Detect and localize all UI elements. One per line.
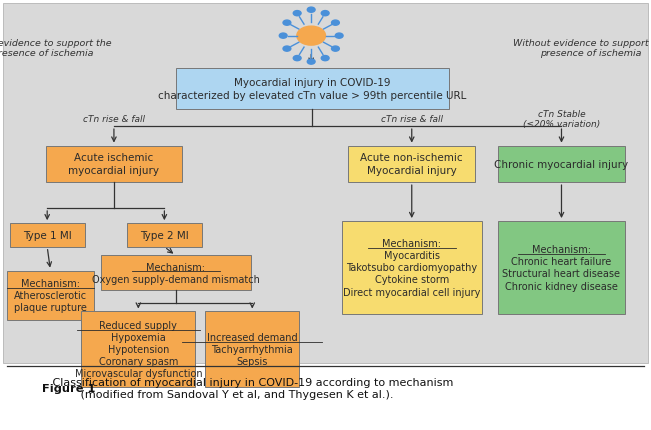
Circle shape <box>297 27 326 46</box>
Text: Atherosclerotic: Atherosclerotic <box>14 291 87 301</box>
Circle shape <box>283 21 291 26</box>
Circle shape <box>283 47 291 52</box>
Text: Oxygen supply-demand mismatch: Oxygen supply-demand mismatch <box>92 274 260 284</box>
FancyBboxPatch shape <box>46 146 182 183</box>
Text: Reduced supply: Reduced supply <box>100 320 177 330</box>
Text: Structural heart disease: Structural heart disease <box>503 269 620 279</box>
FancyBboxPatch shape <box>7 271 94 320</box>
Circle shape <box>293 56 301 61</box>
FancyBboxPatch shape <box>81 312 195 387</box>
Text: With evidence to support the
presence of ischemia: With evidence to support the presence of… <box>0 38 111 58</box>
FancyBboxPatch shape <box>3 4 648 363</box>
Circle shape <box>293 12 301 17</box>
Circle shape <box>307 60 315 65</box>
Text: Cytokine storm: Cytokine storm <box>374 275 449 285</box>
Text: Hypotension: Hypotension <box>107 344 169 354</box>
Text: Mechanism:: Mechanism: <box>21 279 80 289</box>
Text: Type 1 MI: Type 1 MI <box>23 230 72 240</box>
Text: Chronic myocardial injury: Chronic myocardial injury <box>494 160 629 169</box>
FancyBboxPatch shape <box>127 224 202 247</box>
FancyBboxPatch shape <box>498 221 625 314</box>
Text: Tachyarrhythmia: Tachyarrhythmia <box>212 344 293 354</box>
Text: myocardial injury: myocardial injury <box>68 166 159 176</box>
Text: Mechanism:: Mechanism: <box>382 239 441 249</box>
Circle shape <box>331 47 339 52</box>
Text: Takotsubo cardiomyopathy: Takotsubo cardiomyopathy <box>346 263 477 273</box>
Circle shape <box>321 56 329 61</box>
Text: characterized by elevated cTn value > 99th percentile URL: characterized by elevated cTn value > 99… <box>158 91 467 101</box>
Text: Mechanism:: Mechanism: <box>532 245 591 255</box>
Text: Mechanism:: Mechanism: <box>146 262 205 272</box>
Circle shape <box>331 21 339 26</box>
FancyBboxPatch shape <box>348 146 475 183</box>
Text: Figure 1: Figure 1 <box>42 383 96 393</box>
Circle shape <box>307 8 315 13</box>
Text: Myocarditis: Myocarditis <box>383 251 440 261</box>
FancyBboxPatch shape <box>10 224 85 247</box>
Text: Coronary spasm: Coronary spasm <box>99 356 178 366</box>
FancyBboxPatch shape <box>342 221 482 314</box>
Text: plaque rupture: plaque rupture <box>14 303 87 313</box>
FancyBboxPatch shape <box>176 69 449 110</box>
FancyBboxPatch shape <box>101 256 251 290</box>
Text: Myocardial injury: Myocardial injury <box>367 166 456 176</box>
Text: Chronic heart failure: Chronic heart failure <box>512 257 611 267</box>
Text: Hypoxemia: Hypoxemia <box>111 332 166 342</box>
Text: Microvascular dysfunction: Microvascular dysfunction <box>74 369 202 378</box>
FancyBboxPatch shape <box>498 146 625 183</box>
Text: Acute non-ischemic: Acute non-ischemic <box>361 153 463 163</box>
Text: Chronic kidney disease: Chronic kidney disease <box>505 281 618 291</box>
Text: Acute ischemic: Acute ischemic <box>74 153 154 163</box>
Text: cTn rise & fall: cTn rise & fall <box>83 115 145 123</box>
Text: Myocardial injury in COVID-19: Myocardial injury in COVID-19 <box>234 78 391 88</box>
FancyBboxPatch shape <box>205 312 299 387</box>
Text: Classification of myocardial injury in COVID-19 according to mechanism
         : Classification of myocardial injury in C… <box>42 377 454 399</box>
Circle shape <box>322 12 329 17</box>
Text: Without evidence to support the
presence of ischemia: Without evidence to support the presence… <box>514 38 651 58</box>
Text: Increased demand: Increased demand <box>207 332 298 342</box>
Text: Sepsis: Sepsis <box>236 356 268 366</box>
Text: Type 2 MI: Type 2 MI <box>140 230 189 240</box>
Text: Direct myocardial cell injury: Direct myocardial cell injury <box>343 287 480 297</box>
Circle shape <box>279 34 287 39</box>
Text: cTn rise & fall: cTn rise & fall <box>381 115 443 123</box>
Text: cTn Stable
(≤20% variation): cTn Stable (≤20% variation) <box>523 109 600 129</box>
Circle shape <box>335 34 343 39</box>
